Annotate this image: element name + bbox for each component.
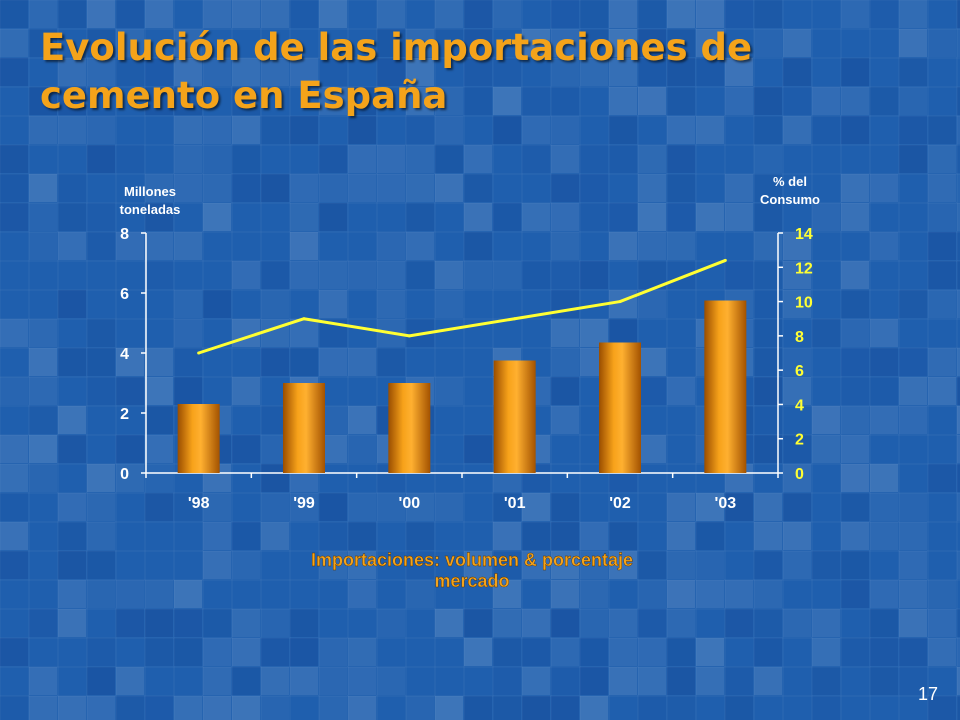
left-tick-label: 0 — [120, 466, 129, 483]
right-tick-label: 6 — [795, 363, 804, 380]
line-point-5 — [723, 258, 727, 262]
x-tick-label: '03 — [715, 495, 737, 512]
right-tick-label: 12 — [795, 260, 813, 277]
left-tick-label: 8 — [120, 226, 129, 243]
title-line-1: Evolución de las importaciones de — [40, 26, 753, 69]
left-tick-label: 6 — [120, 286, 129, 303]
left-tick-label: 2 — [120, 406, 129, 423]
left-axis-title-line: toneladas — [120, 202, 181, 217]
left-axis-title-line: Millones — [124, 184, 176, 199]
chart-caption-line: Importaciones: volumen & porcentaje — [311, 550, 633, 570]
x-tick-label: '01 — [504, 495, 526, 512]
consumption-share-line — [198, 259, 726, 355]
bar-3 — [493, 360, 536, 473]
bar-1 — [283, 383, 325, 473]
x-tick-label: '02 — [609, 495, 631, 512]
bar-0 — [177, 404, 220, 473]
bar-5 — [704, 300, 747, 473]
page-title: Evolución de las importaciones de cement… — [40, 24, 920, 120]
right-tick-label: 4 — [795, 397, 804, 414]
line-point-3 — [513, 317, 517, 321]
line-point-2 — [407, 334, 411, 338]
line-point-0 — [197, 351, 201, 355]
right-tick-label: 8 — [795, 329, 804, 346]
line-point-1 — [302, 317, 306, 321]
x-tick-label: '00 — [399, 495, 421, 512]
x-tick-label: '98 — [188, 495, 210, 512]
right-tick-label: 2 — [795, 432, 804, 449]
right-tick-label: 0 — [795, 466, 804, 483]
page-number: 17 — [917, 684, 938, 704]
right-tick-label: 10 — [795, 295, 813, 312]
chart-caption-line: mercado — [434, 571, 509, 591]
bar-2 — [388, 383, 431, 473]
line-point-4 — [618, 300, 622, 304]
bar-4 — [599, 342, 641, 473]
left-tick-label: 4 — [120, 346, 129, 363]
title-line-2: cemento en España — [40, 74, 448, 117]
right-axis-title-line: Consumo — [760, 192, 820, 207]
x-tick-label: '99 — [293, 495, 315, 512]
right-axis-title-line: % del — [773, 174, 807, 189]
right-tick-label: 14 — [795, 226, 813, 243]
